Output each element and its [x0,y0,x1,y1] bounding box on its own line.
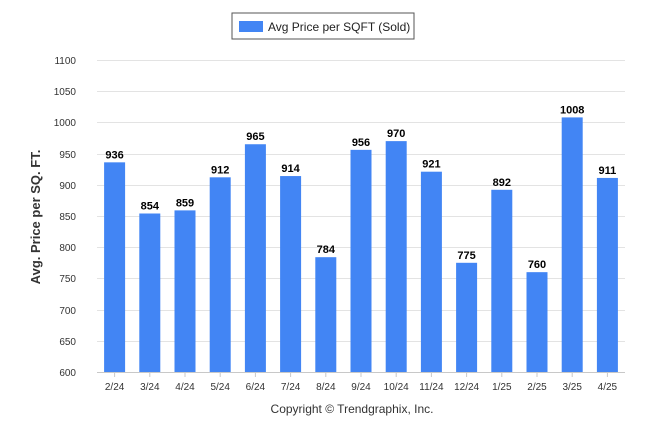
bar [350,149,372,372]
data-label: 912 [211,164,229,176]
bar [315,257,337,372]
x-tick-label: 2/25 [527,382,547,393]
data-label: 936 [105,149,123,161]
x-tick-label: 3/24 [140,382,160,393]
y-tick-label: 1000 [54,118,77,129]
x-tick-label: 4/24 [175,382,195,393]
data-label: 921 [422,159,440,171]
x-tick-label: 5/24 [210,382,230,393]
bar [280,176,302,372]
bar [420,171,442,372]
bar [244,144,266,372]
data-label: 784 [317,244,336,256]
bar [174,210,196,372]
x-tick-label: 6/24 [246,382,266,393]
x-axis-ticks: 2/24 3/24 4/24 5/24 6/24 7/24 8/24 9/24 10/24 11/… [105,372,618,393]
bar [526,272,548,372]
y-axis-title: Avg. Price per SQ. FT. [28,150,43,285]
legend: Avg Price per SQFT (Sold) [231,12,415,40]
bar [209,177,231,372]
bars [104,117,618,373]
bar [561,117,583,373]
x-tick-label: 7/24 [281,382,301,393]
y-tick-label: 1100 [54,56,76,67]
y-tick-label: 800 [59,243,76,254]
data-label: 892 [493,177,511,189]
bar [139,213,161,372]
data-label: 854 [141,201,160,213]
y-tick-label: 700 [59,306,76,317]
data-label: 859 [176,197,194,209]
bar [491,189,513,372]
data-label: 965 [246,131,264,143]
data-label: 760 [528,259,546,271]
y-tick-label: 950 [59,150,76,161]
y-tick-label: 900 [59,181,76,192]
y-tick-label: 850 [59,212,76,223]
legend-label: Avg Price per SQFT (Sold) [268,20,410,34]
data-label: 1008 [560,104,584,116]
data-label: 914 [281,163,300,175]
bar [456,262,478,372]
y-tick-label: 1050 [54,87,77,98]
bar [104,162,126,372]
x-tick-label: 4/25 [598,382,618,393]
x-tick-label: 12/24 [454,382,479,393]
x-tick-label: 9/24 [351,382,371,393]
data-label: 956 [352,137,370,149]
bar [385,141,407,372]
legend-swatch [239,21,263,32]
data-label: 775 [457,250,475,262]
bar [596,177,618,372]
x-tick-label: 8/24 [316,382,336,393]
x-tick-label: 10/24 [384,382,409,393]
data-label: 911 [599,165,617,177]
data-label: 970 [387,128,405,140]
x-tick-label: 1/25 [492,382,512,393]
y-tick-label: 750 [59,274,76,285]
y-axis-ticks: 600 650 700 750 800 850 900 950 1000 1050 1100 [54,56,77,379]
x-tick-label: 2/24 [105,382,125,393]
x-tick-label: 3/25 [562,382,582,393]
data-labels: 936 854 859 912 965 914 784 956 970 921 775 892 760 1… [105,104,616,271]
y-tick-label: 600 [59,368,76,379]
x-tick-label: 11/24 [419,382,444,393]
y-tick-label: 650 [59,337,76,348]
copyright-text: Copyright © Trendgraphix, Inc. [271,402,434,416]
